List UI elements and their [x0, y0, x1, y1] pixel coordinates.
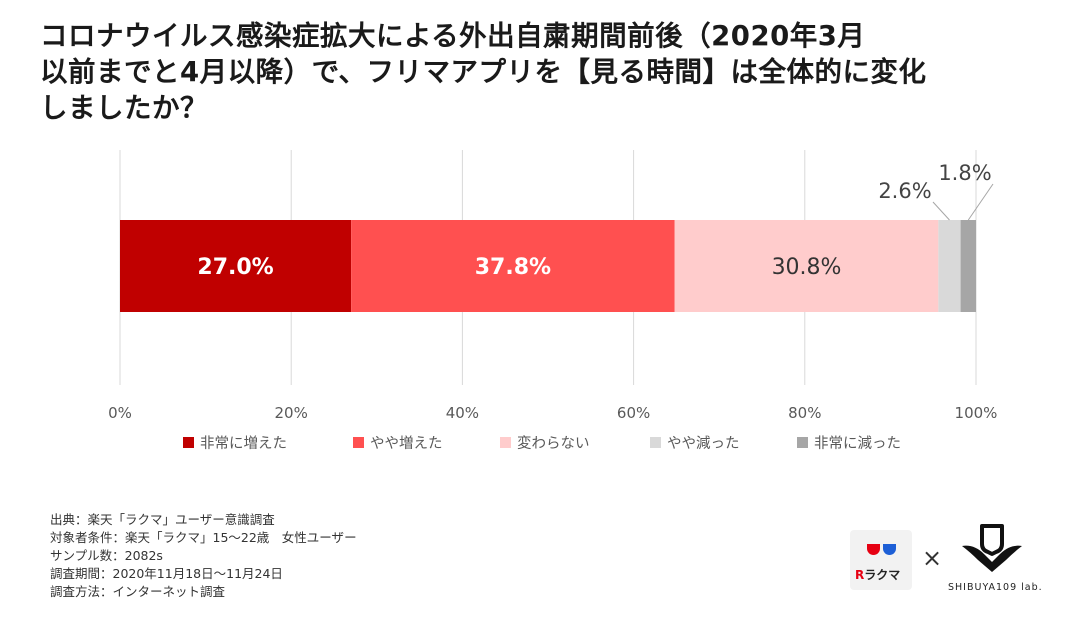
legend-swatch: [500, 437, 511, 448]
data-label: 2.6%: [878, 179, 931, 203]
source-line: 出典：楽天「ラクマ」ユーザー意識調査: [50, 512, 275, 527]
x-tick-label: 100%: [955, 404, 998, 422]
logos: Rラクマ × SHIBUYA109 lab.: [840, 522, 1070, 602]
data-label: 1.8%: [938, 161, 991, 185]
collaboration-separator: ×: [922, 544, 943, 572]
bar-segment: [938, 220, 961, 312]
source-notes: 出典：楽天「ラクマ」ユーザー意識調査 対象者条件：楽天「ラクマ」15～22歳 女…: [50, 511, 357, 601]
rakuma-logo: Rラクマ: [850, 530, 912, 590]
legend-label: やや減った: [667, 435, 740, 452]
sample-size-line: サンプル数：2082s: [50, 548, 163, 563]
legend-label: 非常に増えた: [200, 435, 287, 452]
bar-segment: [674, 220, 939, 312]
legend-label: 非常に減った: [814, 435, 901, 452]
legend-label: やや増えた: [370, 435, 443, 452]
bar-segment: [351, 220, 675, 312]
legend-swatch: [353, 437, 364, 448]
target-condition-line: 対象者条件：楽天「ラクマ」15～22歳 女性ユーザー: [50, 530, 357, 545]
leader-line: [967, 183, 994, 221]
title-line-2: 以前までと4月以降）で、フリマアプリを【見る時間】は全体的に変化: [40, 56, 927, 88]
survey-period-line: 調査期間：2020年11月18日～11月24日: [50, 566, 283, 581]
chart-title: コロナウイルス感染症拡大による外出自粛期間前後（2020年3月 以前までと4月以…: [40, 18, 1060, 126]
title-line-3: しましたか？: [40, 92, 208, 124]
rakuma-cup-blue-icon: [883, 544, 896, 555]
survey-method-line: 調査方法：インターネット調査: [50, 584, 226, 599]
x-tick-label: 20%: [275, 404, 308, 422]
x-tick-label: 0%: [108, 404, 132, 422]
legend-swatch: [797, 437, 808, 448]
x-tick-label: 80%: [788, 404, 821, 422]
bar-segment: [960, 220, 976, 312]
stacked-bar-chart: 0% 20% 40% 60% 80% 100% 27.0% 37.8% 30.8% 2.6% 1.8…: [108, 150, 998, 452]
data-label: 30.8%: [772, 255, 842, 280]
rakuma-r: R: [855, 568, 865, 582]
bar-segment: [120, 220, 352, 312]
data-label: 27.0%: [197, 255, 273, 280]
legend-label: 変わらない: [517, 435, 590, 452]
shibuya109-lab-icon: [962, 524, 1022, 572]
leader-line: [932, 201, 950, 221]
rakuma-cups-icon: [867, 544, 880, 555]
legend-swatch: [183, 437, 194, 448]
x-tick-label: 40%: [446, 404, 479, 422]
x-tick-label: 60%: [617, 404, 650, 422]
rakuma-wordmark: Rラクマ: [855, 566, 900, 583]
shibuya109-lab-wordmark: SHIBUYA109 lab.: [948, 582, 1043, 593]
legend-swatch: [650, 437, 661, 448]
data-label: 37.8%: [475, 255, 551, 280]
rakuma-text: ラクマ: [864, 568, 901, 582]
title-line-1: コロナウイルス感染症拡大による外出自粛期間前後（2020年3月: [40, 20, 866, 52]
